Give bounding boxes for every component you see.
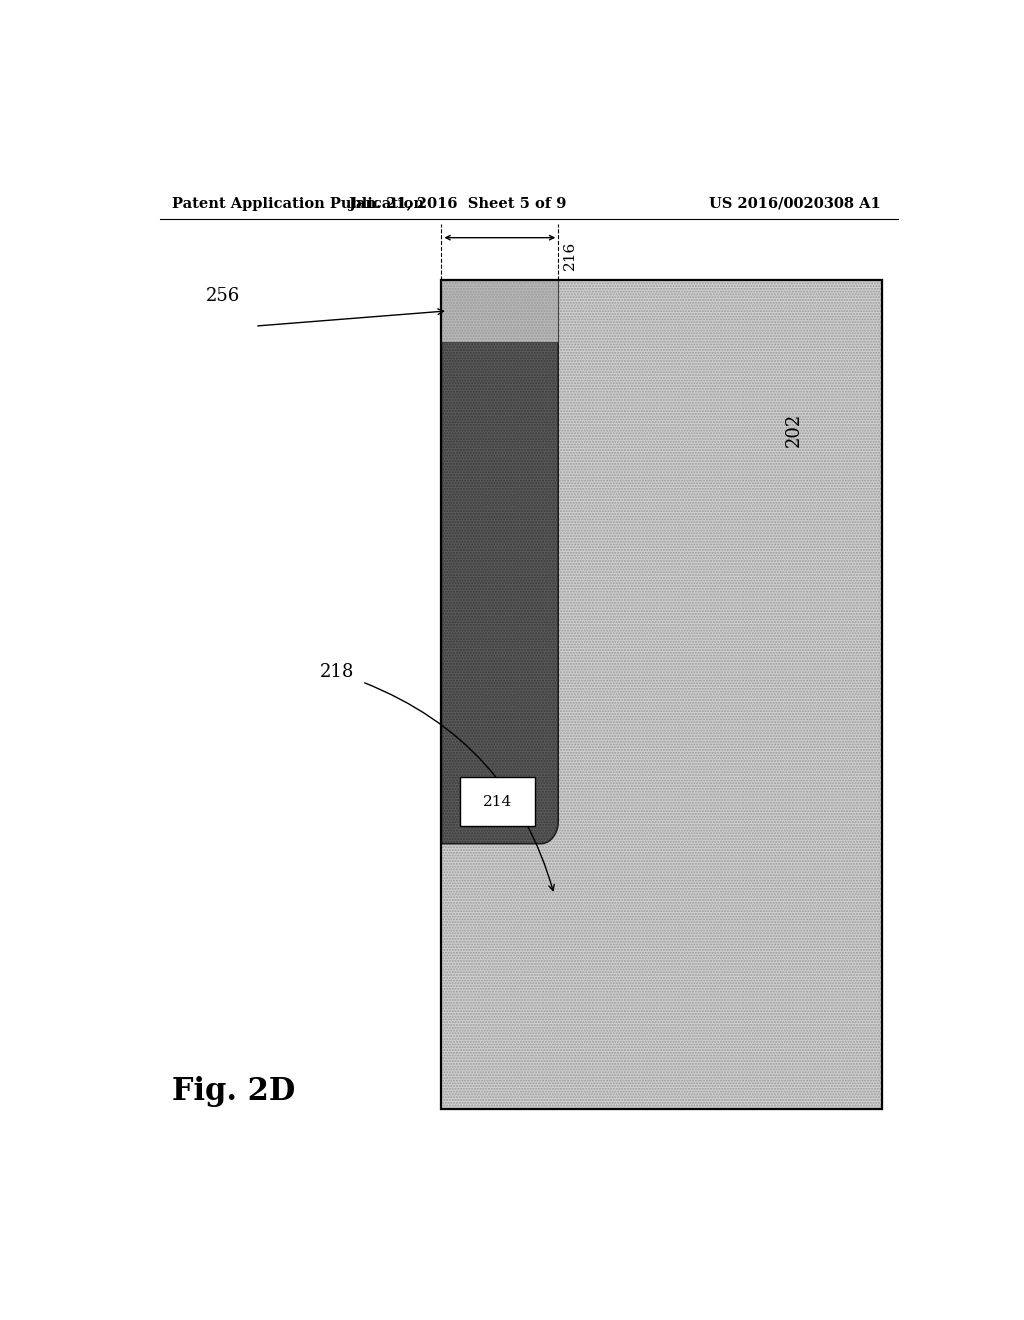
- Bar: [441, 280, 558, 342]
- Text: 202: 202: [784, 412, 803, 446]
- Bar: [441, 280, 558, 342]
- Bar: [441, 280, 558, 342]
- Text: 256: 256: [206, 286, 241, 305]
- FancyBboxPatch shape: [460, 777, 535, 826]
- Bar: [441, 280, 558, 342]
- Text: US 2016/0020308 A1: US 2016/0020308 A1: [709, 197, 881, 211]
- Text: Jan. 21, 2016  Sheet 5 of 9: Jan. 21, 2016 Sheet 5 of 9: [348, 197, 566, 211]
- Text: 214: 214: [483, 795, 512, 809]
- Bar: [441, 280, 882, 1109]
- Bar: [441, 280, 882, 1109]
- Text: 216: 216: [563, 242, 577, 271]
- Bar: [441, 280, 882, 1109]
- Text: 218: 218: [319, 663, 354, 681]
- Bar: [441, 280, 558, 342]
- Bar: [441, 280, 882, 1109]
- Text: Patent Application Publication: Patent Application Publication: [172, 197, 424, 211]
- Polygon shape: [441, 280, 558, 843]
- Text: Fig. 2D: Fig. 2D: [172, 1076, 295, 1107]
- Bar: [441, 280, 882, 1109]
